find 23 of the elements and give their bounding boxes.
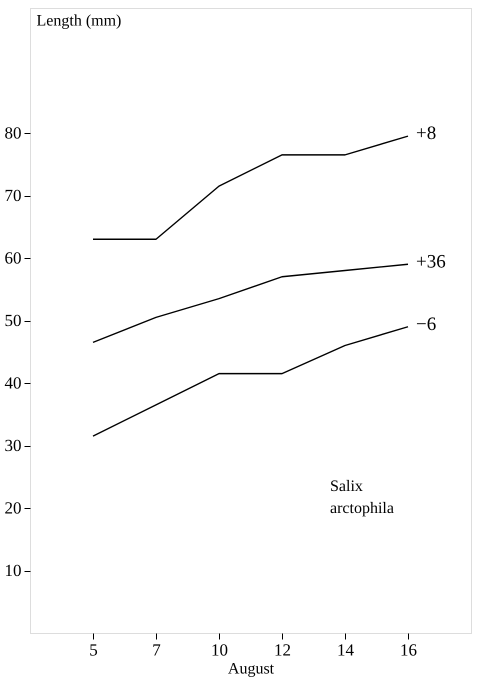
x-tick-label: 12 [274, 640, 291, 660]
y-axis-title: Length (mm) [36, 12, 122, 30]
series-label: +8 [416, 123, 436, 144]
y-tick-label: 30 [4, 436, 22, 455]
x-tick-label: 5 [89, 640, 98, 660]
y-tick-label: 20 [4, 498, 22, 518]
line-series [92, 326, 409, 437]
y-tick-label: 80 [4, 124, 22, 142]
line-series [92, 135, 409, 240]
series-label: +36 [416, 251, 446, 272]
y-tick-label: 10 [4, 561, 22, 580]
y-tick-label: 70 [4, 186, 22, 205]
y-tick-label: 60 [4, 248, 22, 268]
series-label: −6 [416, 314, 436, 335]
x-tick-label: 16 [400, 640, 417, 660]
y-tick-label: 50 [4, 311, 22, 330]
x-tick-label: 7 [152, 640, 162, 660]
x-tick-label: 10 [211, 640, 228, 660]
y-tick-label: 40 [4, 374, 22, 392]
annotation: Salix arctophila [330, 478, 394, 517]
line-series [92, 264, 409, 344]
x-axis-title: August [228, 660, 275, 678]
x-tick-label: 14 [337, 640, 354, 660]
